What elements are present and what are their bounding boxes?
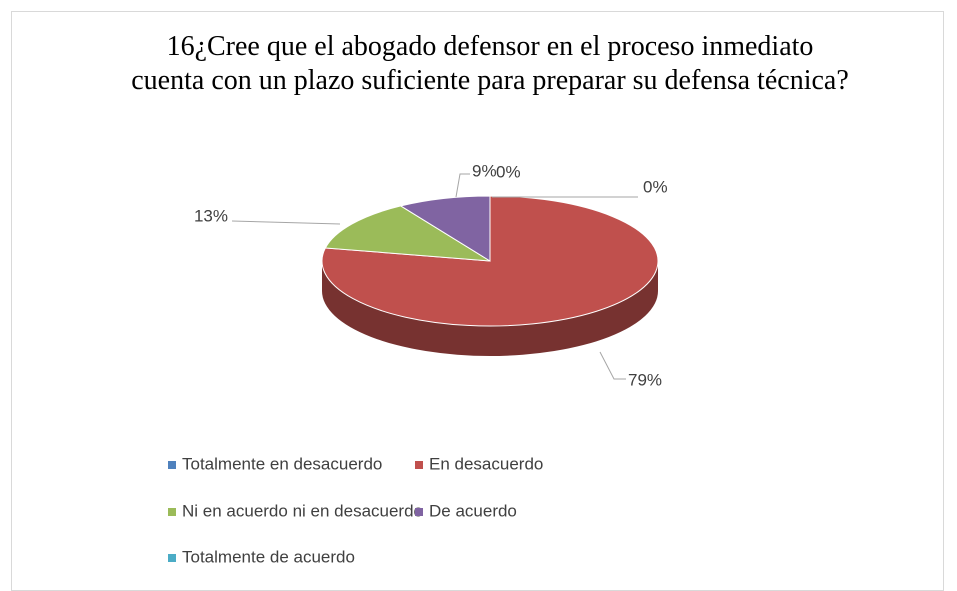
legend-label: De acuerdo [429,501,517,520]
legend-swatch [168,461,176,469]
data-label: 13% [194,206,228,225]
leader-line [455,173,470,198]
legend-swatch [415,461,423,469]
legend-label: En desacuerdo [429,454,543,473]
data-label: 79% [628,370,662,389]
data-label: 0% [496,162,521,181]
pie-slice [399,195,491,262]
chart-title: 16¿Cree que el abogado defensor en el pr… [131,31,849,96]
data-label: 9% [472,161,497,180]
leader-line [231,220,341,225]
data-label: 0% [643,177,668,196]
legend-label: Totalmente en desacuerdo [182,454,382,473]
pie-slice-side [322,261,658,356]
pie-slice [321,195,659,327]
legend-label: Ni en acuerdo ni en desacuerdo [182,501,423,520]
leader-line [599,351,626,380]
legend-label: Totalmente de acuerdo [182,547,355,566]
legend-swatch [168,508,176,516]
pie-slice [324,205,491,262]
legend-swatch [415,508,423,516]
legend-swatch [168,554,176,562]
